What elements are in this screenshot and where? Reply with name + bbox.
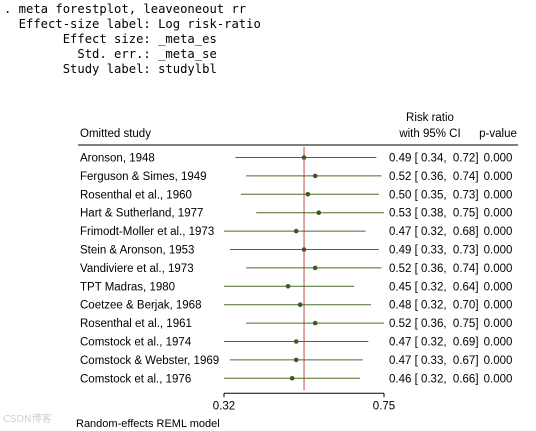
study-label: Comstock et al., 1976 [80, 373, 191, 385]
console-line-study-label: Study label: studylbl [4, 62, 217, 76]
study-label: Comstock & Webster, 1969 [80, 355, 219, 367]
x-tick-label: 0.32 [213, 400, 235, 412]
p-value: 0.000 [484, 337, 513, 349]
header-risk-ratio: Risk ratio [406, 112, 454, 124]
ci-text: 0.47 [ 0.32, 0.69] [389, 337, 479, 349]
forest-row: Comstock et al., 1976 0.46 [ 0.32, 0.66] 0… [80, 373, 512, 385]
x-tick-label: 0.75 [373, 400, 395, 412]
model-footnote: Random-effects REML model [76, 418, 220, 430]
study-label: TPT Madras, 1980 [80, 281, 175, 293]
forest-row: TPT Madras, 1980 0.45 [ 0.32, 0.64] 0.000 [80, 281, 512, 293]
ci-text: 0.52 [ 0.36, 0.74] [389, 263, 479, 275]
forest-header: Omitted study Risk ratio with 95% CI p-v… [80, 112, 517, 140]
study-label: Coetzee & Berjak, 1968 [80, 300, 201, 312]
p-value: 0.000 [484, 373, 513, 385]
p-value: 0.000 [484, 281, 513, 293]
ci-text: 0.49 [ 0.34, 0.72] [389, 153, 479, 165]
point-estimate [312, 265, 318, 271]
forest-row: Aronson, 1948 0.49 [ 0.34, 0.72] 0.000 [80, 153, 512, 165]
ci-text: 0.53 [ 0.38, 0.75] [389, 208, 479, 220]
study-label: Frimodt-Moller et al., 1973 [80, 226, 214, 238]
ci-text: 0.52 [ 0.36, 0.75] [389, 318, 479, 330]
console-line-effect-size: Effect size: _meta_es [4, 32, 217, 46]
watermark: CSDN博客 [3, 414, 52, 425]
point-estimate [297, 302, 303, 308]
point-estimate [305, 192, 311, 197]
ci-text: 0.48 [ 0.32, 0.70] [389, 300, 479, 312]
p-value: 0.000 [484, 300, 513, 312]
console-line-command: . meta forestplot, leaveoneout rr [4, 2, 247, 16]
study-label: Stein & Aronson, 1953 [80, 245, 194, 257]
ci-text: 0.49 [ 0.33, 0.73] [389, 245, 479, 257]
p-value: 0.000 [484, 263, 513, 275]
header-p-value: p-value [479, 128, 517, 140]
p-value: 0.000 [484, 355, 513, 367]
ci-text: 0.52 [ 0.36, 0.74] [389, 171, 479, 183]
study-label: Comstock et al., 1974 [80, 337, 192, 349]
ci-text: 0.47 [ 0.33, 0.67] [389, 355, 479, 367]
console-line-std-err: Std. err.: _meta_se [4, 47, 217, 61]
p-value: 0.000 [484, 226, 513, 238]
point-estimate [293, 357, 299, 363]
p-value: 0.000 [484, 189, 513, 201]
forest-row: Rosenthal et al., 1960 0.50 [ 0.35, 0.73]… [80, 189, 512, 201]
point-estimate [293, 228, 299, 234]
forest-row: Coetzee & Berjak, 1968 0.48 [ 0.32, 0.70]… [80, 300, 512, 312]
p-value: 0.000 [484, 171, 513, 183]
forest-row: Comstock & Webster, 1969 0.47 [ 0.33, 0.6… [80, 355, 512, 367]
forest-row: Rosenthal et al., 1961 0.52 [ 0.36, 0.75]… [80, 318, 512, 330]
study-label: Hart & Sutherland, 1977 [80, 208, 203, 220]
forest-row: Vandiviere et al., 1973 0.52 [ 0.36, 0.74… [80, 263, 512, 275]
ci-text: 0.47 [ 0.32, 0.68] [389, 226, 479, 238]
p-value: 0.000 [484, 318, 513, 330]
forest-row: Ferguson & Simes, 1949 0.52 [ 0.36, 0.74]… [80, 171, 512, 183]
forest-rows: Aronson, 1948 0.49 [ 0.34, 0.72] 0.000Ferg… [80, 153, 512, 386]
p-value: 0.000 [484, 208, 513, 220]
header-omitted-study: Omitted study [80, 128, 151, 140]
study-label: Aronson, 1948 [80, 153, 155, 165]
point-estimate [289, 376, 295, 381]
p-value: 0.000 [484, 245, 513, 257]
forest-row: Comstock et al., 1974 0.47 [ 0.32, 0.69] 0… [80, 337, 512, 349]
header-with-ci: with 95% CI [398, 128, 460, 140]
study-label: Ferguson & Simes, 1949 [80, 171, 207, 183]
point-estimate [301, 155, 307, 160]
point-estimate [301, 247, 307, 252]
command-output: . meta forestplot, leaveoneout rr Effect… [4, 2, 261, 77]
x-axis-ticks: 0.32 0.75 [213, 393, 395, 412]
forest-row: Stein & Aronson, 1953 0.49 [ 0.33, 0.73] 0… [80, 245, 512, 257]
point-estimate [312, 320, 318, 326]
study-label: Vandiviere et al., 1973 [80, 263, 194, 275]
study-label: Rosenthal et al., 1961 [80, 318, 192, 330]
ci-text: 0.46 [ 0.32, 0.66] [389, 373, 479, 385]
ci-text: 0.50 [ 0.35, 0.73] [389, 189, 479, 201]
point-estimate [312, 173, 318, 179]
point-estimate [285, 284, 291, 289]
point-estimate [316, 210, 322, 215]
point-estimate [293, 339, 299, 344]
console-line-effect-size-label: Effect-size label: Log risk-ratio [4, 17, 261, 31]
p-value: 0.000 [484, 153, 513, 165]
forest-row: Frimodt-Moller et al., 1973 0.47 [ 0.32, … [80, 226, 512, 238]
ci-text: 0.45 [ 0.32, 0.64] [389, 281, 479, 293]
study-label: Rosenthal et al., 1960 [80, 189, 192, 201]
forest-row: Hart & Sutherland, 1977 0.53 [ 0.38, 0.75… [80, 208, 512, 220]
